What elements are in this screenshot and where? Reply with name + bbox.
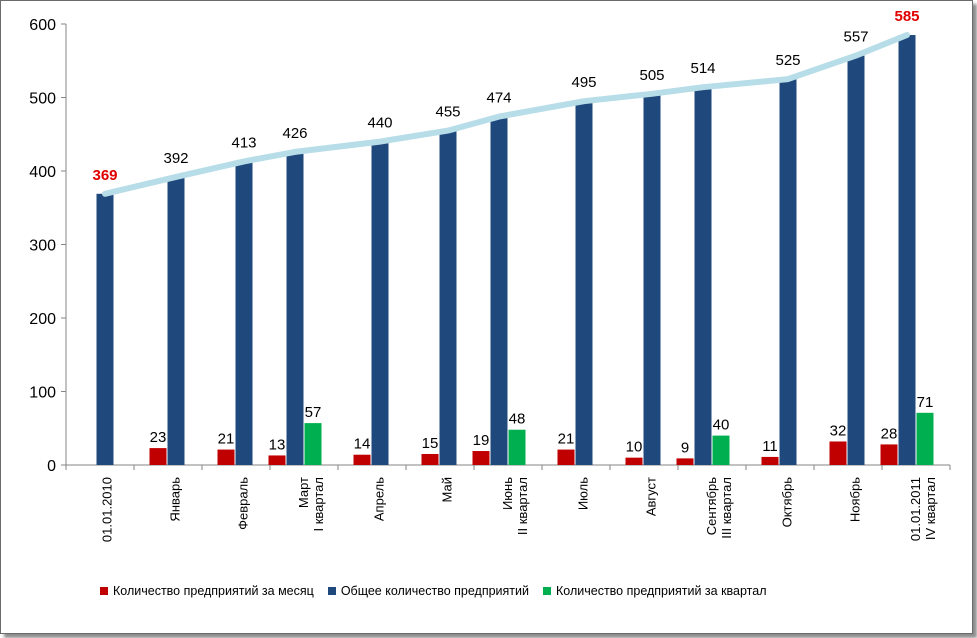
x-category-label: Май xyxy=(439,477,454,502)
data-label-total: 505 xyxy=(639,67,664,84)
legend-label: Количество предприятий за месяц xyxy=(113,584,314,598)
x-category-label: Июнь xyxy=(500,477,515,510)
bar-monthly xyxy=(829,441,847,465)
bar-total xyxy=(575,101,593,466)
bar-total xyxy=(286,151,304,465)
bar-monthly xyxy=(676,458,694,465)
bar-total xyxy=(694,87,712,466)
bar-monthly xyxy=(149,448,167,465)
bar-total xyxy=(490,116,508,466)
bar-total xyxy=(439,130,457,465)
y-tick-label: 500 xyxy=(29,91,56,108)
data-label-total: 455 xyxy=(435,104,460,121)
data-label-total: 474 xyxy=(486,90,511,107)
x-category-label: I квартал xyxy=(311,477,326,531)
data-label-monthly: 32 xyxy=(830,422,847,439)
data-label-monthly: 19 xyxy=(473,432,490,449)
bar-monthly xyxy=(625,457,643,465)
legend-swatch xyxy=(100,587,108,595)
axes-group: 0 100 200 300 400 500 600 xyxy=(29,17,951,475)
x-category-label: 01.01.2011 xyxy=(908,477,923,541)
data-label-quarterly: 71 xyxy=(917,394,934,411)
bar-monthly xyxy=(761,456,779,465)
bar-monthly xyxy=(557,449,575,465)
x-category-label: II квартал xyxy=(515,477,530,535)
data-label-monthly: 15 xyxy=(422,435,439,452)
bar-total xyxy=(96,193,114,465)
data-label-monthly: 21 xyxy=(218,431,235,448)
bar-quarterly xyxy=(508,429,526,465)
data-label-total: 585 xyxy=(894,8,919,25)
data-label-total: 557 xyxy=(843,29,868,46)
x-category-label: Январь xyxy=(167,477,182,522)
bar-total xyxy=(235,161,253,465)
data-label-monthly: 28 xyxy=(881,425,898,442)
legend-label: Количество предприятий за квартал xyxy=(556,584,767,598)
bar-monthly xyxy=(217,449,235,465)
legend-item: Общее количество предприятий xyxy=(327,584,529,598)
legend-swatch xyxy=(543,587,551,595)
data-label-monthly: 10 xyxy=(626,439,643,456)
bar-monthly xyxy=(421,453,439,465)
bar-total xyxy=(847,55,865,465)
bar-total xyxy=(898,35,916,466)
x-category-label: Сентябрь xyxy=(704,477,719,535)
legend-swatch xyxy=(327,587,336,595)
labels-group: 23 21 13 57 14 15 19 48 21 10 9 40 11 32 28 71 369 392 413… xyxy=(92,8,937,542)
bar-total xyxy=(643,93,661,465)
x-category-label: III квартал xyxy=(719,477,734,539)
x-category-label: Октябрь xyxy=(779,477,794,528)
bar-total xyxy=(779,79,797,465)
y-tick-label: 600 xyxy=(29,17,56,34)
data-label-monthly: 14 xyxy=(354,436,371,453)
legend-item: Количество предприятий за месяц xyxy=(100,584,314,598)
data-label-total: 495 xyxy=(571,74,596,91)
legend-item: Количество предприятий за квартал xyxy=(543,584,767,598)
data-label-total: 525 xyxy=(775,52,800,69)
x-category-label: Август xyxy=(643,477,658,516)
data-label-quarterly: 40 xyxy=(713,417,730,434)
x-category-label: Ноябрь xyxy=(847,477,862,522)
bar-total xyxy=(371,141,389,465)
bar-monthly xyxy=(353,454,371,465)
bar-monthly xyxy=(880,444,898,465)
data-label-total: 413 xyxy=(231,134,256,151)
x-category-label: Июль xyxy=(575,477,590,510)
trend-line xyxy=(102,32,910,197)
y-tick-label: 400 xyxy=(29,164,56,181)
x-category-label: Февраль xyxy=(235,477,250,530)
data-label-total: 440 xyxy=(367,115,392,132)
bar-quarterly xyxy=(916,412,934,465)
legend: Количество предприятий за месяц Общее кол… xyxy=(100,582,960,600)
y-tick-label: 100 xyxy=(29,385,56,402)
data-label-total: 369 xyxy=(92,167,117,184)
bar-quarterly xyxy=(304,423,322,465)
data-label-quarterly: 57 xyxy=(305,404,322,421)
data-label-monthly: 11 xyxy=(762,438,778,455)
x-category-label: Март xyxy=(296,477,311,508)
data-label-monthly: 23 xyxy=(150,429,167,446)
legend-label: Общее количество предприятий xyxy=(340,584,529,598)
y-tick-label: 200 xyxy=(29,311,56,328)
bar-monthly xyxy=(268,455,286,465)
trend-group xyxy=(102,32,910,197)
bar-monthly xyxy=(472,451,490,465)
bar-total xyxy=(167,176,185,465)
x-category-label: Апрель xyxy=(371,477,386,521)
y-tick-label: 300 xyxy=(29,238,56,255)
data-label-total: 426 xyxy=(282,125,307,142)
data-label-monthly: 13 xyxy=(269,436,286,453)
data-label-total: 392 xyxy=(163,150,188,167)
bar-quarterly xyxy=(712,435,730,465)
bars-group xyxy=(96,35,934,466)
data-label-monthly: 9 xyxy=(681,439,689,456)
data-label-total: 514 xyxy=(690,60,715,77)
y-tick-label: 0 xyxy=(47,458,56,475)
data-label-quarterly: 48 xyxy=(509,411,526,428)
data-label-monthly: 21 xyxy=(558,431,575,448)
x-category-label: IV квартал xyxy=(923,477,938,540)
x-category-label: 01.01.2010 xyxy=(99,477,114,542)
